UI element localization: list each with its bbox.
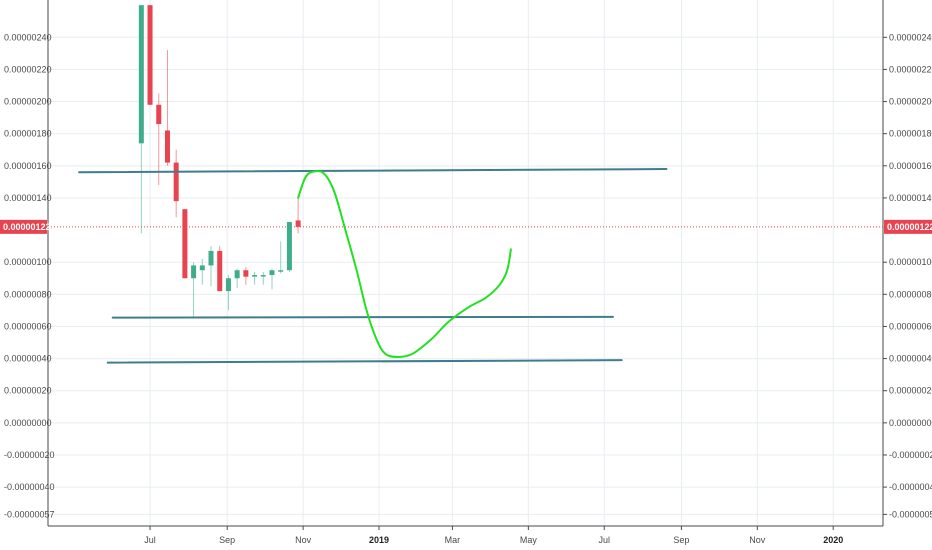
candle-body: [156, 104, 162, 125]
candle[interactable]: [173, 149, 179, 218]
x-tick-label: 2019: [369, 535, 389, 545]
y-tick-label: 0.00000220: [4, 64, 52, 74]
candle[interactable]: [164, 50, 170, 166]
candle[interactable]: [278, 241, 284, 274]
trendline[interactable]: [106, 359, 623, 364]
y-tick-label: -0.00000040: [889, 482, 932, 492]
price-badge-right-text: 0.00000122: [887, 222, 932, 232]
candle[interactable]: [147, 5, 153, 105]
candle[interactable]: [243, 267, 249, 285]
grid: [48, 0, 883, 526]
x-tick-label: Nov: [295, 535, 312, 545]
trendline[interactable]: [111, 315, 614, 319]
y-tick-label: 0.00000200: [889, 97, 932, 107]
y-tick-label: 0.00000180: [889, 129, 932, 139]
x-tick-label: Sep: [673, 535, 689, 545]
price-badge-left-text: 0.00000122: [3, 222, 51, 232]
time-axis[interactable]: Jul Sep Nov 2019 Mar May Jul Sep Nov 2020: [144, 526, 843, 545]
price-badge-right: [884, 219, 932, 234]
candle-body: [269, 270, 275, 276]
candle-body: [164, 130, 170, 163]
candle-body: [208, 250, 214, 266]
candle[interactable]: [225, 275, 231, 311]
y-tick-label: 0.00000180: [4, 129, 52, 139]
y-tick-label: 0.00000140: [4, 193, 52, 203]
candle-body: [252, 275, 258, 277]
y-tick-label: 0.00000040: [889, 354, 932, 364]
y-tick-label: 0.00000060: [889, 321, 932, 331]
candle[interactable]: [252, 271, 258, 285]
candle[interactable]: [156, 93, 162, 186]
candle-body: [278, 270, 284, 272]
candle[interactable]: [199, 258, 205, 285]
freehand-drawing[interactable]: [297, 170, 512, 358]
y-tick-label: 0.00000040: [4, 354, 52, 364]
candle-body: [286, 222, 292, 271]
candle-body: [243, 270, 249, 277]
candle-body: [173, 162, 179, 202]
y-tick-label: -0.00000057: [889, 509, 932, 519]
current-price-badges: 0.00000122 0.00000122: [0, 219, 932, 234]
y-tick-label: 0.00000220: [889, 64, 932, 74]
x-tick-label: May: [520, 535, 538, 545]
candle-body: [260, 275, 266, 277]
y-tick-label: 0.00000160: [4, 161, 52, 171]
x-tick-label: Jul: [144, 535, 156, 545]
y-tick-label: 0.00000060: [4, 321, 52, 331]
price-badge-left: [0, 219, 47, 234]
candle[interactable]: [286, 222, 292, 272]
y-tick-label: 0.00000240: [889, 32, 932, 42]
candle-body: [225, 278, 231, 292]
candle-body: [147, 5, 153, 105]
y-tick-label: 0.00000080: [889, 289, 932, 299]
y-tick-label: -0.00000020: [889, 450, 932, 460]
x-tick-label: Sep: [219, 535, 235, 545]
candle[interactable]: [191, 262, 197, 317]
y-tick-label: 0.00000080: [4, 289, 52, 299]
y-tick-label: -0.00000040: [4, 482, 55, 492]
candle[interactable]: [269, 268, 275, 290]
candle-body: [234, 270, 240, 279]
y-tick-label: -0.00000057: [4, 509, 55, 519]
y-tick-label: 0.00000000: [4, 418, 52, 428]
right-price-axis[interactable]: 0.00000240 0.00000220 0.00000200 0.00000180…: [883, 32, 932, 519]
y-tick-label: 0.00000160: [889, 161, 932, 171]
y-tick-label: 0.00000240: [4, 32, 52, 42]
x-tick-label: Mar: [445, 535, 461, 545]
candle[interactable]: [217, 246, 223, 292]
candle-body: [295, 220, 301, 227]
y-tick-label: -0.00000020: [4, 450, 55, 460]
candle[interactable]: [260, 271, 266, 285]
candle-body: [191, 265, 197, 279]
candle-body: [217, 250, 223, 292]
candle-body: [138, 5, 144, 144]
y-tick-label: 0.00000140: [889, 193, 932, 203]
candle[interactable]: [208, 246, 214, 287]
y-tick-label: 0.00000200: [4, 97, 52, 107]
candle[interactable]: [182, 209, 188, 279]
candle-body: [182, 209, 188, 279]
candle[interactable]: [295, 194, 301, 234]
candle[interactable]: [138, 5, 144, 234]
candle[interactable]: [234, 268, 240, 288]
y-tick-label: 0.00000100: [889, 257, 932, 267]
candle-body: [199, 265, 205, 271]
trendline[interactable]: [78, 168, 668, 174]
x-tick-label: Jul: [598, 535, 610, 545]
y-tick-label: 0.00000000: [889, 418, 932, 428]
y-tick-label: 0.00000100: [4, 257, 52, 267]
freehand-curve[interactable]: [297, 170, 512, 358]
candles[interactable]: [138, 5, 301, 317]
x-tick-label: Nov: [749, 535, 766, 545]
y-tick-label: 0.00000020: [889, 386, 932, 396]
y-tick-label: 0.00000020: [4, 386, 52, 396]
left-price-axis[interactable]: 0.00000240 0.00000220 0.00000200 0.00000180…: [4, 32, 55, 519]
trendlines[interactable]: [78, 168, 668, 364]
x-tick-label: 2020: [823, 535, 843, 545]
